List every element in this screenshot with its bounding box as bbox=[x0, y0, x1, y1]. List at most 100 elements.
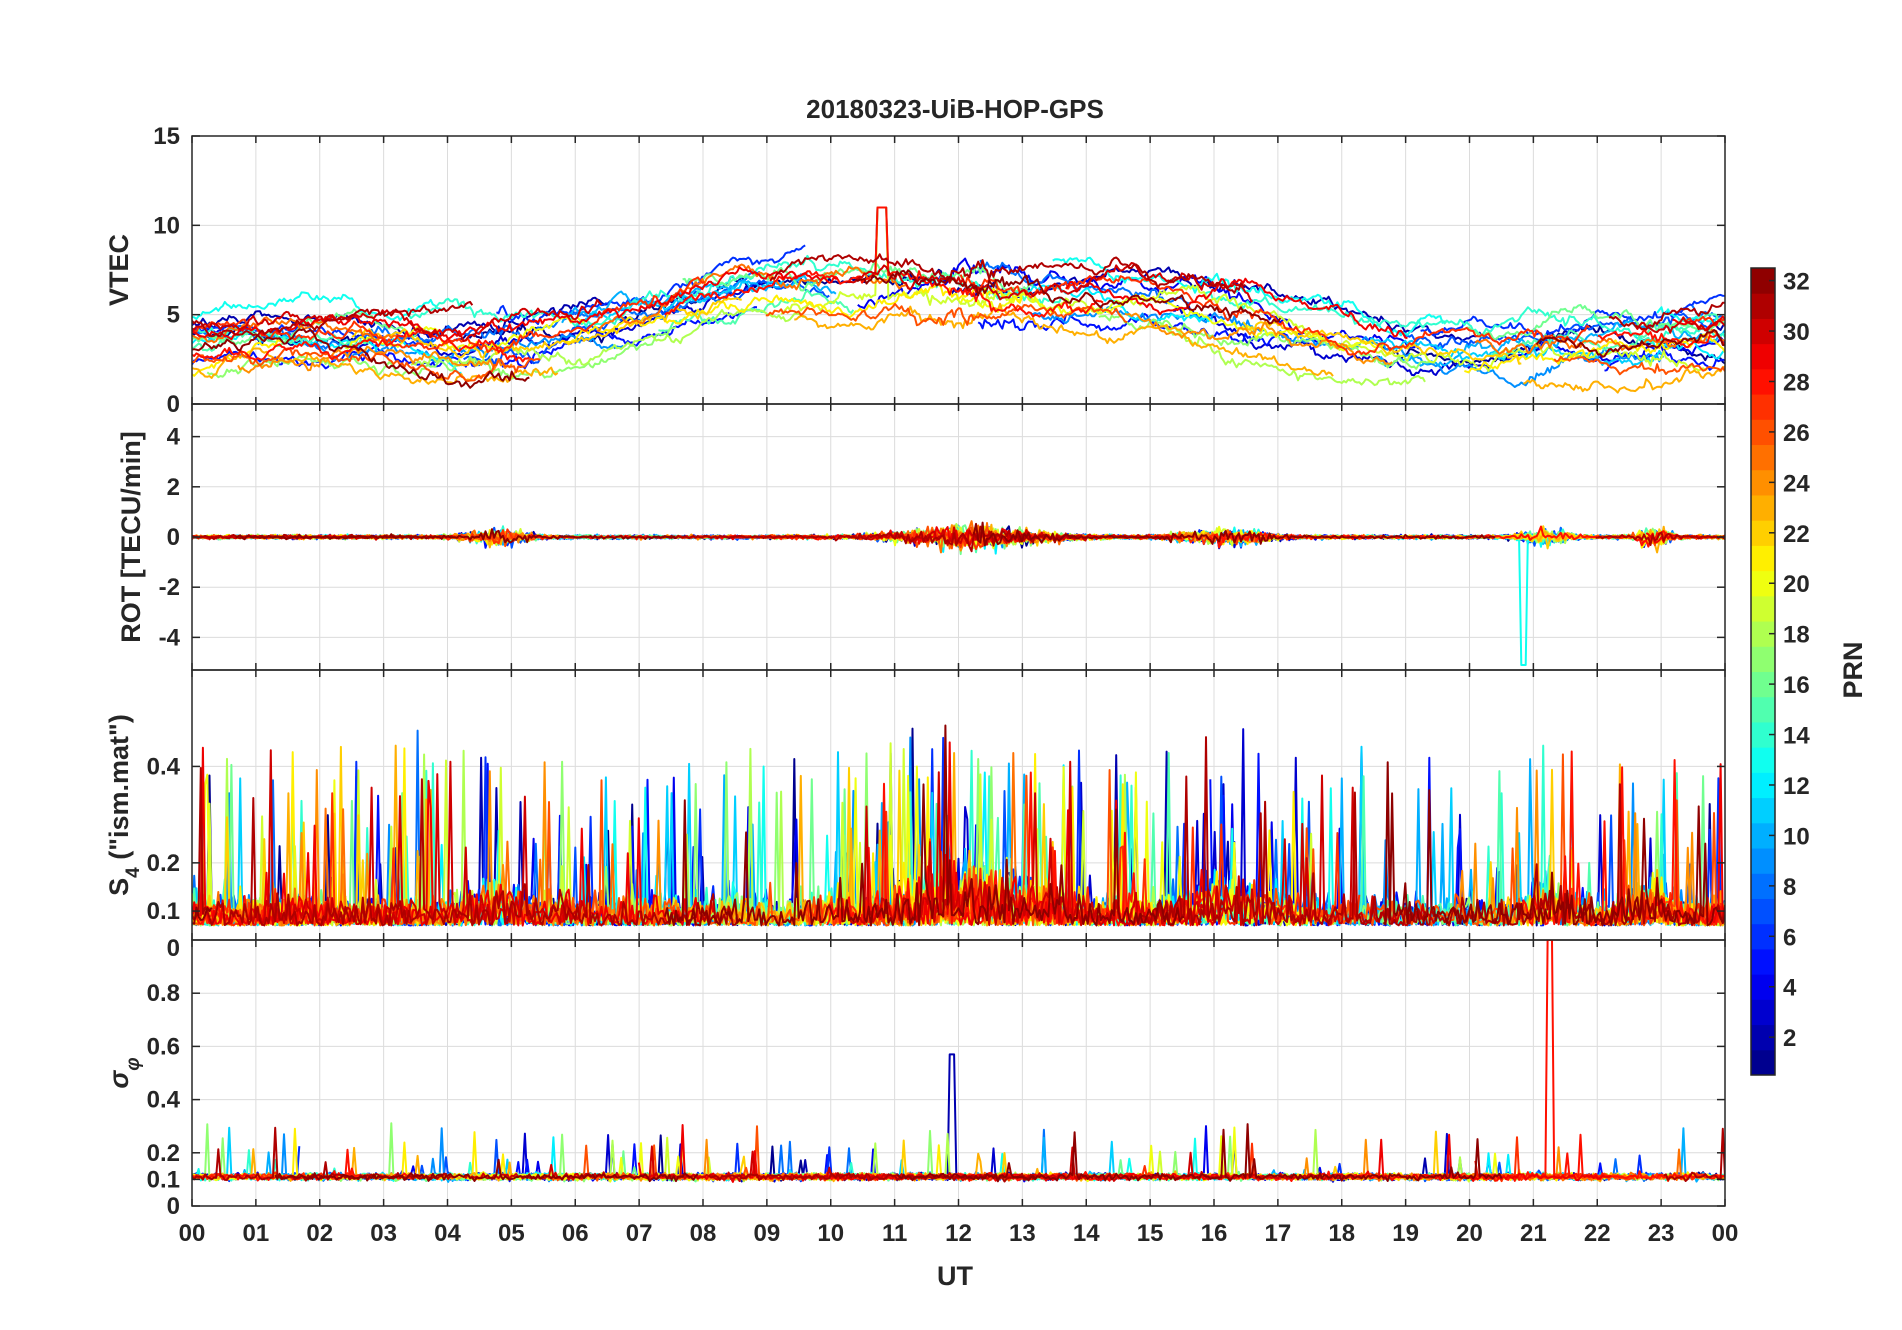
panel-2: -4 -2 0 2 4 ROT [TECU/min] bbox=[116, 403, 1726, 671]
y-tick-label: 0 bbox=[167, 524, 180, 551]
colorbar-level bbox=[1751, 999, 1775, 1026]
x-tick-label: 11 bbox=[882, 1220, 907, 1247]
x-tick-label: 07 bbox=[626, 1220, 653, 1247]
series-prn-32 bbox=[192, 269, 1725, 389]
y-tick-label: 10 bbox=[153, 212, 180, 239]
y-tick-label: 0.1 bbox=[147, 898, 180, 925]
panel-3: 0.1 0.2 0.4S4 ("ism.mat") bbox=[104, 669, 1726, 941]
colorbar-level bbox=[1751, 646, 1775, 672]
colorbar-tick-label: 20 bbox=[1783, 571, 1810, 598]
series-group bbox=[192, 940, 1725, 1183]
series-prn-32 bbox=[274, 1123, 1503, 1183]
x-tick-label: 14 bbox=[1073, 1220, 1100, 1247]
colorbar-tick-label: 30 bbox=[1783, 319, 1810, 346]
x-tick-label: 05 bbox=[498, 1220, 525, 1247]
colorbar-label: PRN bbox=[1838, 641, 1868, 698]
colorbar-level bbox=[1751, 494, 1775, 521]
x-tick-label: 13 bbox=[1009, 1220, 1036, 1247]
colorbar-tick-label: 8 bbox=[1783, 874, 1796, 901]
y-tick-label: 15 bbox=[153, 123, 180, 150]
x-tick-label: 04 bbox=[434, 1220, 461, 1247]
series-prn-23 bbox=[192, 302, 1725, 394]
x-tick-label: 20 bbox=[1456, 1220, 1483, 1247]
y-tick-label: 0 bbox=[167, 391, 180, 418]
colorbar-level bbox=[1751, 848, 1775, 874]
colorbar-tick-label: 26 bbox=[1783, 420, 1810, 447]
colorbar-tick-label: 6 bbox=[1783, 924, 1796, 951]
y-tick-label: 0.4 bbox=[147, 1087, 181, 1114]
x-axis-title: UT bbox=[937, 1261, 973, 1291]
y-tick-label: 0.2 bbox=[147, 1140, 180, 1167]
series-prn-28 bbox=[192, 206, 1725, 363]
panel-4: 00 01 02 03 04 05 06 07 08 09 10 11 12 13 14 15 16 17 18 19… bbox=[104, 935, 1738, 1247]
series-group bbox=[192, 206, 1725, 394]
x-tick-label: 10 bbox=[817, 1220, 844, 1247]
colorbar-tick-label: 16 bbox=[1783, 672, 1810, 699]
colorbar-tick-label: 12 bbox=[1783, 773, 1810, 800]
series-prn-31 bbox=[192, 253, 1725, 338]
y-axis-title: VTEC bbox=[104, 234, 134, 306]
colorbar-tick-label: 24 bbox=[1783, 470, 1810, 497]
y-tick-label: 4 bbox=[167, 424, 181, 451]
colorbar-tick-label: 14 bbox=[1783, 723, 1810, 750]
colorbar-level bbox=[1751, 696, 1775, 723]
colorbar-frame bbox=[1750, 267, 1776, 1076]
x-tick-label: 21 bbox=[1520, 1220, 1547, 1247]
colorbar-tick-label: 18 bbox=[1783, 622, 1810, 649]
y-axis-title: σφ bbox=[104, 1057, 144, 1088]
colorbar-level bbox=[1751, 394, 1775, 420]
x-tick-label: 06 bbox=[562, 1220, 589, 1247]
x-tick-label: 19 bbox=[1392, 1220, 1419, 1247]
colorbar-level bbox=[1751, 747, 1775, 773]
x-tick-label: 00 bbox=[1712, 1220, 1739, 1247]
series-prn-13 bbox=[290, 525, 1689, 666]
colorbar-tick-label: 2 bbox=[1783, 1025, 1796, 1052]
y-tick-label: 0 bbox=[167, 1193, 180, 1220]
colorbar-level bbox=[1751, 293, 1775, 319]
colorbar-level bbox=[1751, 595, 1775, 622]
series-prn-30 bbox=[192, 262, 1725, 342]
colorbar-tick-label: 4 bbox=[1783, 975, 1797, 1002]
colorbar-tick-label: 28 bbox=[1783, 369, 1810, 396]
y-tick-label: 0.6 bbox=[147, 1033, 180, 1060]
series-prn-32 bbox=[192, 724, 1725, 927]
x-tick-label: 22 bbox=[1584, 1220, 1611, 1247]
x-tick-label: 12 bbox=[945, 1220, 972, 1247]
series-prn-32 bbox=[235, 521, 1496, 547]
y-tick-label: 0.1 bbox=[147, 1166, 180, 1193]
x-tick-label: 15 bbox=[1137, 1220, 1164, 1247]
colorbar-level bbox=[1751, 1049, 1775, 1076]
x-tick-label: 23 bbox=[1648, 1220, 1675, 1247]
x-tick-label: 18 bbox=[1328, 1220, 1355, 1247]
colorbar-tick-label: 32 bbox=[1783, 269, 1810, 296]
y-axis-title: S4 ("ism.mat") bbox=[104, 714, 144, 896]
panel-1: 0 5 10 15 VTEC bbox=[104, 123, 1726, 418]
x-tick-label: 00 bbox=[179, 1220, 206, 1247]
colorbar-tick-label: 22 bbox=[1783, 521, 1810, 548]
y-axis-title: ROT [TECU/min] bbox=[116, 431, 146, 642]
x-tick-label: 02 bbox=[306, 1220, 333, 1247]
x-tick-label: 01 bbox=[243, 1220, 270, 1247]
y-tick-label: 0.8 bbox=[147, 980, 180, 1007]
y-tick-label: 2 bbox=[167, 474, 180, 501]
y-tick-label: 0 bbox=[167, 935, 180, 962]
colorbar-level bbox=[1751, 444, 1775, 471]
colorbar-level bbox=[1751, 948, 1775, 975]
series-prn-24 bbox=[237, 312, 1393, 374]
y-tick-label: -4 bbox=[159, 624, 181, 651]
colorbar-level bbox=[1751, 898, 1775, 925]
chart-title: 20180323-UiB-HOP-GPS bbox=[806, 94, 1104, 124]
x-tick-label: 03 bbox=[370, 1220, 397, 1247]
y-tick-label: -2 bbox=[159, 574, 180, 601]
series-group bbox=[192, 724, 1725, 927]
colorbar-level bbox=[1751, 545, 1775, 572]
x-tick-label: 09 bbox=[754, 1220, 781, 1247]
colorbar-level bbox=[1751, 343, 1775, 370]
y-tick-label: 0.4 bbox=[147, 753, 181, 780]
x-tick-label: 08 bbox=[690, 1220, 717, 1247]
x-tick-label: 17 bbox=[1265, 1220, 1292, 1247]
colorbar-level bbox=[1751, 797, 1775, 824]
y-tick-label: 5 bbox=[167, 302, 180, 329]
